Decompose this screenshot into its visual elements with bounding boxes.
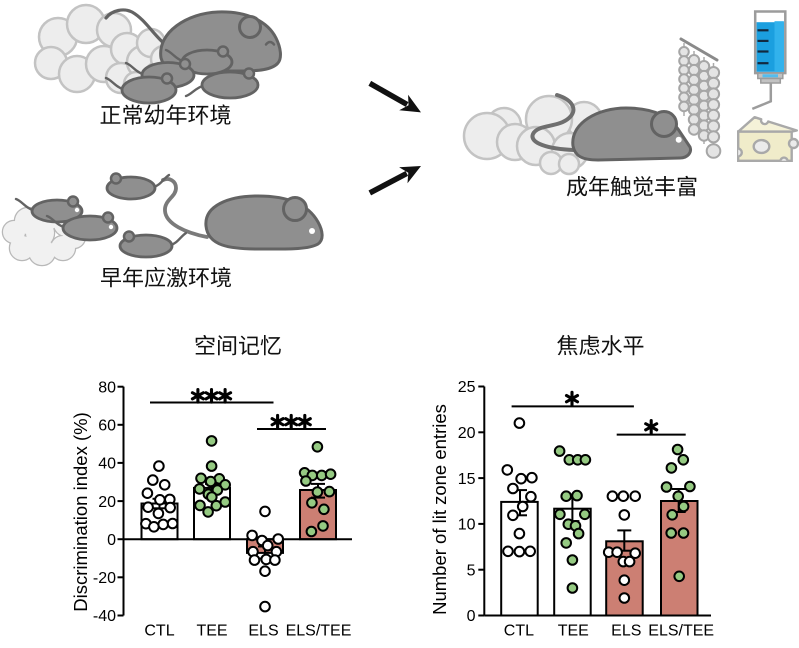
svg-text:ELS: ELS <box>248 623 278 640</box>
svg-text:0: 0 <box>467 608 476 625</box>
svg-text:TEE: TEE <box>196 623 227 640</box>
svg-text:40: 40 <box>98 456 116 473</box>
svg-text:-20: -20 <box>93 570 116 587</box>
svg-text:0: 0 <box>107 532 116 549</box>
svg-text:15: 15 <box>458 471 476 488</box>
svg-text:20: 20 <box>458 425 476 442</box>
svg-text:25: 25 <box>458 379 476 396</box>
svg-text:ELS: ELS <box>611 623 641 640</box>
svg-text:TEE: TEE <box>558 623 589 640</box>
svg-text:ELS/TEE: ELS/TEE <box>648 623 714 640</box>
svg-text:CTL: CTL <box>504 623 534 640</box>
svg-text:20: 20 <box>98 494 116 511</box>
svg-text:5: 5 <box>467 562 476 579</box>
svg-text:-40: -40 <box>93 608 116 625</box>
svg-text:Discrimination index (%): Discrimination index (%) <box>70 412 91 611</box>
svg-text:CTL: CTL <box>144 623 174 640</box>
svg-text:10: 10 <box>458 517 476 534</box>
svg-text:Number of lit zone entries: Number of lit zone entries <box>429 404 450 615</box>
svg-text:80: 80 <box>98 379 116 396</box>
svg-text:60: 60 <box>98 418 116 435</box>
svg-text:ELS/TEE: ELS/TEE <box>286 623 352 640</box>
